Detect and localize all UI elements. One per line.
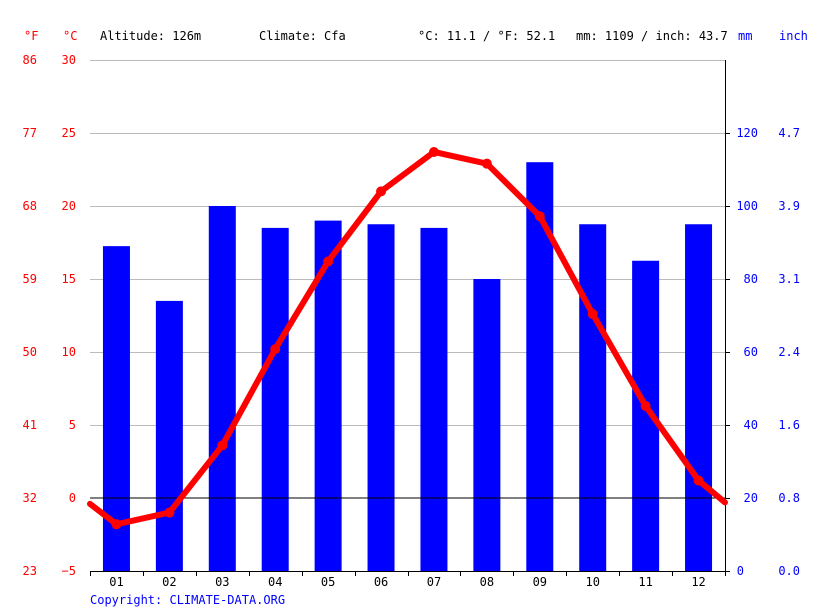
- x-tick-label: 02: [162, 575, 176, 589]
- precipitation-bar: [579, 224, 607, 571]
- y-tick-label-mm: 60: [744, 345, 758, 359]
- precipitation-bar: [473, 279, 501, 571]
- temperature-point: [587, 309, 598, 320]
- x-axis-ticks: 01 02 03 04 05 06 07 08 09 10 11 12: [90, 571, 726, 589]
- unit-celsius-label: °C: [63, 29, 77, 43]
- temperature-point: [217, 440, 228, 451]
- y-tick-label-mm: 20: [744, 491, 758, 505]
- temperature-point: [428, 146, 439, 157]
- unit-mm-label: mm: [738, 29, 752, 43]
- y-tick-label-celsius: 10: [62, 345, 76, 359]
- grid-lines: [90, 60, 725, 426]
- precipitation-bar: [155, 300, 183, 571]
- temperature-point: [640, 401, 651, 412]
- temperature-average-label: °C: 11.1 / °F: 52.1: [418, 29, 555, 43]
- precipitation-bar: [685, 224, 713, 571]
- y-tick-label-fahrenheit: 41: [23, 418, 37, 432]
- y-tick-label-inch: 0.0: [778, 564, 800, 578]
- x-tick-label: 05: [321, 575, 335, 589]
- y-tick-label-mm: 0: [737, 564, 744, 578]
- y-tick-label-inch: 0.8: [778, 491, 800, 505]
- x-tick-label: 10: [585, 575, 599, 589]
- temperature-point: [693, 475, 704, 486]
- y-tick-label-celsius: 25: [62, 126, 76, 140]
- x-tick-label: 08: [480, 575, 494, 589]
- precipitation-bar: [526, 162, 554, 571]
- y-tick-label-inch: 3.9: [778, 199, 800, 213]
- y-tick-label-celsius: 20: [62, 199, 76, 213]
- y-tick-label-celsius: 15: [62, 272, 76, 286]
- temperature-point: [481, 158, 492, 169]
- temperature-line-path: [87, 148, 728, 528]
- temperature-point: [270, 344, 281, 355]
- y-tick-label-inch: 3.1: [778, 272, 800, 286]
- precipitation-bar: [261, 227, 289, 571]
- y-tick-label-fahrenheit: 68: [23, 199, 37, 213]
- y-tick-label-celsius: 0: [69, 491, 76, 505]
- temperature-point: [323, 256, 334, 267]
- axis-labels: −5 23 0 32 5 41 10 50 15 59 20 68 25 77 30 86 0 0.0 20 0.8 4…: [23, 53, 800, 578]
- precipitation-average-label: mm: 1109 / inch: 43.7: [576, 29, 728, 43]
- climate-label: Climate: Cfa: [259, 29, 346, 43]
- y-tick-label-fahrenheit: 86: [23, 53, 37, 67]
- copyright-link[interactable]: Copyright: CLIMATE-DATA.ORG: [90, 593, 285, 607]
- y-tick-label-fahrenheit: 32: [23, 491, 37, 505]
- precipitation-bar: [208, 206, 236, 571]
- y-tick-label-inch: 4.7: [778, 126, 800, 140]
- y-tick-label-fahrenheit: 50: [23, 345, 37, 359]
- x-tick-label: 12: [691, 575, 705, 589]
- y-tick-label-mm: 40: [744, 418, 758, 432]
- x-tick-label: 01: [109, 575, 123, 589]
- x-tick-label: 04: [268, 575, 282, 589]
- y-tick-label-mm: 100: [736, 199, 758, 213]
- precipitation-bar: [420, 227, 448, 571]
- y-tick-label-celsius: 5: [69, 418, 76, 432]
- y-tick-label-inch: 2.4: [778, 345, 800, 359]
- y-tick-label-fahrenheit: 23: [23, 564, 37, 578]
- temperature-point: [164, 507, 175, 518]
- x-tick-label: 11: [638, 575, 652, 589]
- y-tick-label-fahrenheit: 77: [23, 126, 37, 140]
- x-tick-label: 03: [215, 575, 229, 589]
- y-tick-label-inch: 1.6: [778, 418, 800, 432]
- unit-inch-label: inch: [779, 29, 808, 43]
- precipitation-bars: [102, 162, 713, 571]
- y-tick-label-celsius: −5: [62, 564, 76, 578]
- y-tick-label-mm: 120: [736, 126, 758, 140]
- y-tick-label-celsius: 30: [62, 53, 76, 67]
- x-tick-label: 09: [533, 575, 547, 589]
- y-tick-label-fahrenheit: 59: [23, 272, 37, 286]
- x-tick-label: 07: [427, 575, 441, 589]
- temperature-point: [534, 211, 545, 222]
- altitude-label: Altitude: 126m: [100, 29, 201, 43]
- precipitation-bar: [367, 224, 395, 571]
- temperature-point: [376, 186, 387, 197]
- temperature-line: [87, 146, 728, 530]
- unit-fahrenheit-label: °F: [24, 29, 38, 43]
- y-tick-label-mm: 80: [744, 272, 758, 286]
- temperature-point: [111, 519, 122, 530]
- x-tick-label: 06: [374, 575, 388, 589]
